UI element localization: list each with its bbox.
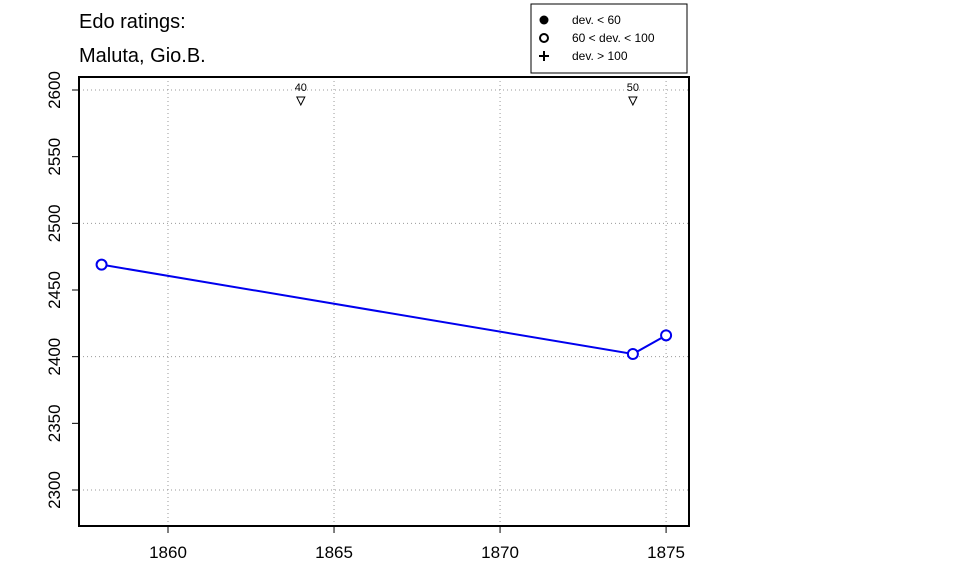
age-label: 50 [627, 82, 639, 94]
legend-label: dev. > 100 [572, 49, 628, 63]
y-tick-label: 2550 [45, 138, 64, 176]
legend-label: 60 < dev. < 100 [572, 31, 655, 45]
x-tick-label: 1870 [481, 543, 519, 562]
y-tick-label: 2450 [45, 271, 64, 309]
y-tick-label: 2350 [45, 404, 64, 442]
legend-box [530, 3, 688, 74]
legend-symbol [539, 33, 549, 43]
legend-symbol [539, 51, 549, 61]
y-tick-label: 2500 [45, 204, 64, 242]
legend-symbol [539, 15, 549, 25]
y-tick-label: 2600 [45, 71, 64, 109]
x-tick-label: 1865 [315, 543, 353, 562]
age-marker [296, 96, 306, 107]
point [95, 258, 108, 271]
y-tick-label: 2400 [45, 338, 64, 376]
point [660, 329, 673, 342]
y-tick-label: 2300 [45, 471, 64, 509]
x-tick-label: 1875 [647, 543, 685, 562]
x-tick-label: 1860 [149, 543, 187, 562]
legend-label: dev. < 60 [572, 13, 621, 27]
chart-title: Maluta, Gio.B. [79, 45, 206, 67]
age-label: 40 [295, 82, 307, 94]
point [626, 348, 639, 360]
age-marker [628, 96, 638, 107]
chart-title: Edo ratings: [79, 11, 186, 33]
plot-frame [78, 76, 690, 527]
